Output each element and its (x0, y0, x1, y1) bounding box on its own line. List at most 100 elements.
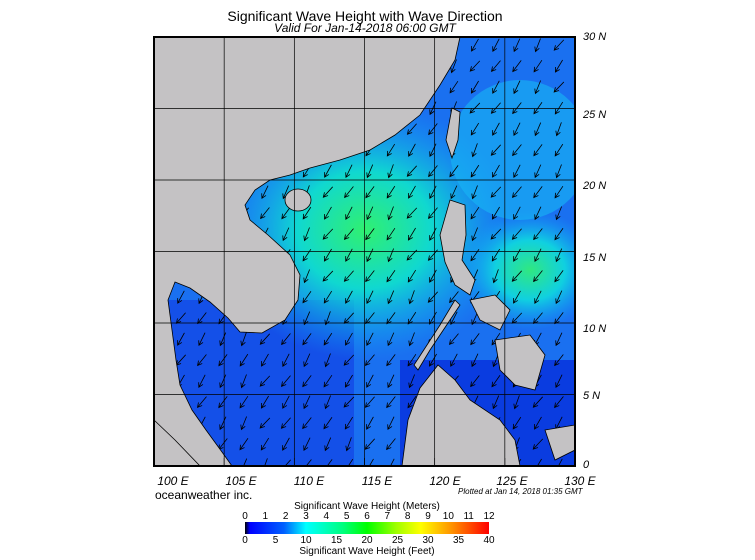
hainan (284, 188, 312, 212)
wave-arrow (533, 144, 543, 157)
wave-arrow (534, 416, 542, 430)
wave-arrow (219, 332, 227, 347)
wave-arrow (492, 164, 500, 178)
legend-title-feet: Significant Wave Height (Feet) (299, 546, 435, 557)
legend-tick: 5 (272, 535, 279, 546)
wave-arrow (386, 227, 396, 241)
wave-arrow (408, 143, 416, 157)
wave-arrow (554, 143, 564, 157)
wave-arrow (218, 396, 228, 409)
legend-tick: 1 (262, 511, 269, 522)
lon-label: 100 E (157, 474, 189, 488)
wave-arrow (492, 122, 500, 136)
wave-arrow (406, 165, 417, 177)
wave-arrow (534, 80, 541, 95)
wave-arrow (323, 290, 333, 304)
wave-arrow (364, 438, 375, 450)
wave-arrow (407, 311, 417, 325)
wave-arrow (450, 185, 458, 200)
lat-label: 25 N (583, 109, 607, 121)
wave-arrow (553, 81, 565, 93)
wave-arrow (324, 311, 331, 326)
wave-arrow (366, 374, 374, 388)
legend-tick: 3 (303, 511, 309, 522)
wave-arrow (281, 207, 291, 220)
wave-arrow (323, 248, 332, 262)
wave-arrow (512, 416, 522, 430)
wave-arrow (386, 312, 396, 325)
legend-tick: 0 (242, 535, 248, 546)
wave-arrow (343, 270, 354, 282)
wave-arrow (427, 291, 438, 303)
wave-arrow (555, 248, 563, 263)
legend-tick: 2 (282, 511, 289, 522)
wave-arrow (554, 396, 564, 409)
sumatra (154, 419, 201, 466)
wave-arrow (555, 374, 563, 389)
wave-arrow (259, 375, 271, 387)
wave-arrow (302, 375, 312, 388)
wave-arrow (302, 333, 312, 346)
wave-arrow (470, 122, 480, 136)
wave-arrow (324, 395, 331, 410)
wave-arrow (280, 417, 291, 429)
legend-tick: 11 (463, 511, 474, 522)
wave-arrow (218, 354, 228, 367)
wave-arrow (303, 311, 311, 326)
wave-arrow (260, 207, 270, 220)
wave-arrow (534, 164, 542, 179)
wave-arrow (302, 206, 312, 220)
wave-arrow (449, 80, 459, 94)
wave-arrow (345, 164, 353, 179)
map-title: Significant Wave Height with Wave Direct… (227, 8, 503, 24)
wave-arrow (260, 437, 270, 451)
wave-arrow (366, 332, 374, 346)
wave-arrow (406, 123, 417, 135)
wave-arrow (240, 374, 247, 389)
legend-tick: 10 (300, 535, 312, 546)
legend-tick: 20 (361, 535, 373, 546)
wave-arrow (555, 206, 562, 221)
wave-arrow (302, 417, 312, 430)
lat-label: 0 (583, 459, 590, 471)
wave-arrow (555, 122, 562, 137)
legend-tick: 7 (384, 511, 391, 522)
wave-arrow (448, 333, 459, 346)
wave-arrow (469, 60, 481, 72)
wave-arrow (364, 396, 375, 408)
wave-arrow (282, 437, 290, 451)
wave-arrow (386, 438, 396, 451)
wave-arrow (513, 248, 521, 262)
wave-arrow (408, 374, 415, 389)
lon-label: 120 E (429, 474, 461, 488)
legend-tick: 12 (483, 511, 495, 522)
wave-arrow (260, 395, 269, 409)
wave-arrow (387, 374, 395, 389)
palawan (413, 299, 461, 371)
wave-arrow (427, 207, 438, 220)
wave-arrow (259, 333, 270, 345)
wave-arrow (324, 437, 332, 452)
wave-arrow (469, 102, 481, 114)
wave-arrow (428, 123, 438, 136)
legend-tick: 25 (391, 535, 404, 546)
wave-arrow (177, 332, 185, 346)
wave-arrow (471, 227, 478, 242)
legend-tick: 5 (343, 511, 350, 522)
wave-arrow (429, 143, 437, 158)
wave-arrow (196, 396, 207, 409)
wave-arrow (428, 353, 437, 367)
wave-arrow (533, 186, 543, 199)
wave-arrow (492, 269, 499, 284)
wave-arrow (177, 290, 185, 304)
wave-arrow (553, 39, 565, 51)
wave-arrow (490, 60, 501, 73)
wave-arrow (282, 395, 290, 409)
wave-arrow (239, 353, 249, 367)
wave-arrow (302, 291, 312, 304)
wave-arrow (303, 395, 311, 410)
legend-tick: 6 (364, 511, 370, 522)
wave-arrow (513, 38, 521, 53)
lon-label: 125 E (496, 474, 528, 488)
